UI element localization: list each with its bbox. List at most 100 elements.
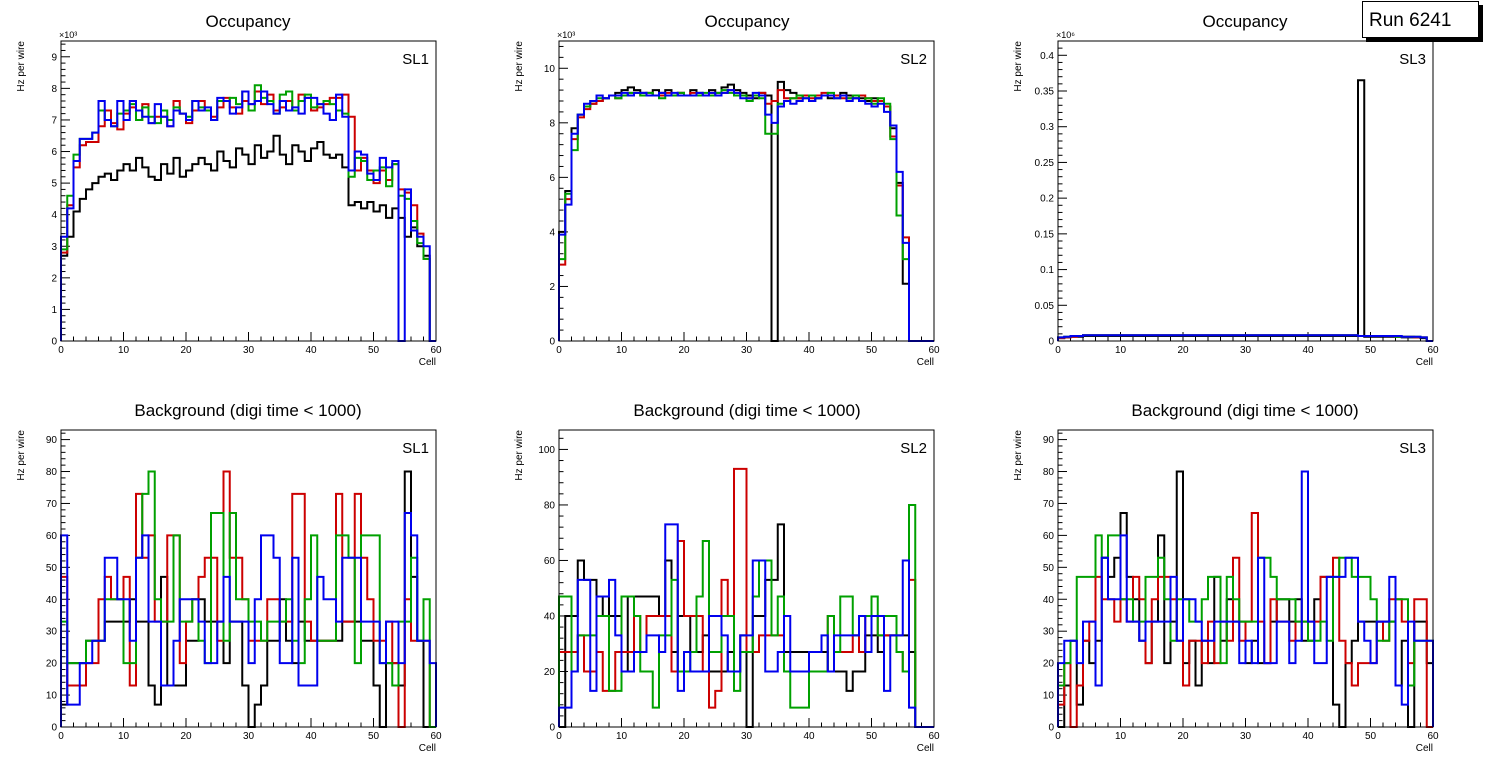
y-tick-label: 30: [1043, 627, 1055, 638]
chart-title: Background (digi time < 1000): [134, 401, 361, 420]
plot-frame: [60, 40, 437, 342]
x-tick-label: 60: [928, 345, 940, 356]
series-layer-3: [1057, 534, 1434, 727]
x-tick-label: 50: [368, 345, 380, 356]
x-tick-label: 50: [368, 731, 380, 742]
x-tick-label: 20: [1177, 731, 1189, 742]
x-tick-label: 40: [305, 345, 317, 356]
chart-panel-4: Background (digi time < 1000) SL1 Cell Hz p…: [16, 401, 442, 754]
series-layer-4: [558, 89, 934, 342]
x-tick-label: 60: [1427, 345, 1439, 356]
x-axis-label: Cell: [1416, 743, 1433, 754]
y-tick-label: 0.25: [1035, 158, 1055, 169]
chart-title: Occupancy: [205, 12, 291, 31]
y-axis-label: Hz per wire: [514, 41, 525, 92]
y-axis-label: Hz per wire: [16, 41, 27, 92]
x-tick-label: 20: [678, 731, 690, 742]
y-tick-label: 10: [46, 691, 58, 702]
y-tick-label: 80: [544, 500, 556, 511]
series-layer-4: [558, 523, 934, 728]
y-tick-label: 40: [1043, 595, 1055, 606]
y-tick-label: 7: [51, 115, 57, 126]
x-tick-label: 50: [1365, 731, 1377, 742]
y-tick-label: 0: [51, 337, 57, 348]
y-tick-label: 60: [46, 531, 58, 542]
y-tick-label: 0.4: [1040, 51, 1054, 62]
x-tick-label: 40: [305, 731, 317, 742]
x-tick-label: 30: [741, 731, 753, 742]
y-tick-label: 0: [549, 723, 555, 734]
y-tick-label: 20: [46, 659, 58, 670]
y-tick-label: 30: [46, 627, 58, 638]
x-axis-label: Cell: [419, 357, 436, 368]
x-tick-label: 40: [1302, 345, 1314, 356]
plot-frame: [60, 429, 437, 728]
y-tick-label: 0: [1048, 723, 1054, 734]
chart-title: Background (digi time < 1000): [633, 401, 860, 420]
chart-tag: SL3: [1399, 440, 1426, 457]
x-axis-label: Cell: [917, 743, 934, 754]
chart-tag: SL3: [1399, 51, 1426, 68]
y-tick-label: 4: [51, 210, 57, 221]
x-tick-label: 0: [556, 345, 562, 356]
y-tick-label: 2: [51, 273, 57, 284]
plot-frame: [1057, 429, 1434, 728]
chart-panel-5: Background (digi time < 1000) SL2 Cell Hz p…: [514, 401, 940, 754]
y-tick-label: 9: [51, 52, 57, 63]
x-tick-label: 40: [803, 345, 815, 356]
x-tick-label: 60: [430, 345, 442, 356]
y-tick-label: 5: [51, 179, 57, 190]
run-label: Run 6241: [1369, 10, 1452, 31]
x-tick-label: 10: [616, 345, 628, 356]
x-tick-label: 30: [1240, 731, 1252, 742]
series-layer-4: [60, 90, 436, 342]
x-tick-label: 60: [1427, 731, 1439, 742]
series-layer-2: [60, 470, 436, 728]
plot-frame: [558, 40, 935, 342]
y-tick-label: 0: [51, 723, 57, 734]
x-tick-label: 10: [1115, 345, 1127, 356]
y-tick-label: 6: [549, 173, 555, 184]
x-tick-label: 0: [1055, 345, 1061, 356]
y-tick-label: 10: [1043, 691, 1055, 702]
y-tick-label: 80: [46, 467, 58, 478]
series-layer-1: [60, 134, 436, 342]
y-axis-label: Hz per wire: [1013, 41, 1024, 92]
plot-frame: [1057, 40, 1434, 342]
chart-tag: SL2: [900, 51, 927, 68]
chart-panel-3: Occupancy SL3 ×10⁶ Cell Hz per wire 0 10 20 30 40…: [1013, 12, 1439, 368]
x-tick-label: 50: [866, 731, 878, 742]
x-tick-label: 20: [1177, 345, 1189, 356]
x-tick-label: 40: [1302, 731, 1314, 742]
x-axis-label: Cell: [1416, 357, 1433, 368]
axis-exponent: ×10³: [557, 30, 575, 40]
chart-title: Occupancy: [704, 12, 790, 31]
y-tick-label: 4: [549, 227, 555, 238]
x-tick-label: 30: [243, 345, 255, 356]
y-axis-label: Hz per wire: [514, 430, 525, 481]
y-tick-label: 0.05: [1035, 301, 1055, 312]
y-tick-label: 1: [51, 305, 57, 316]
y-tick-label: 90: [46, 435, 58, 446]
chart-tag: SL1: [402, 440, 429, 457]
y-tick-label: 10: [544, 64, 556, 75]
x-axis-label: Cell: [419, 743, 436, 754]
y-tick-label: 0: [549, 337, 555, 348]
y-tick-label: 70: [1043, 499, 1055, 510]
y-tick-label: 6: [51, 147, 57, 158]
y-tick-label: 50: [46, 563, 58, 574]
x-tick-label: 0: [556, 731, 562, 742]
y-tick-label: 0.1: [1040, 265, 1054, 276]
x-tick-label: 40: [803, 731, 815, 742]
axis-exponent: ×10³: [59, 30, 77, 40]
y-tick-label: 0.2: [1040, 194, 1054, 205]
x-tick-label: 0: [1055, 731, 1061, 742]
series-layer-1: [1058, 470, 1434, 728]
x-tick-label: 20: [180, 345, 192, 356]
y-tick-label: 0.35: [1035, 87, 1055, 98]
x-tick-label: 0: [58, 731, 64, 742]
x-tick-label: 10: [118, 731, 130, 742]
